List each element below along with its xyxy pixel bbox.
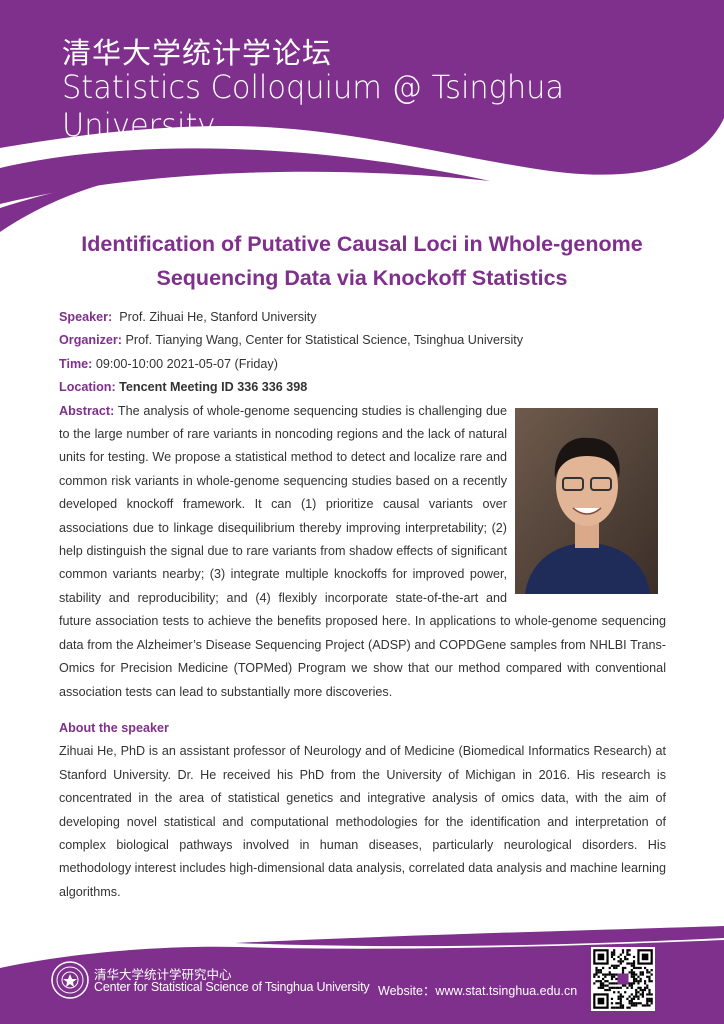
footer-band xyxy=(235,926,724,947)
talk-title-line1: Identification of Putative Causal Loci i… xyxy=(81,232,643,256)
speaker-photo xyxy=(515,407,658,594)
tsinghua-seal-logo xyxy=(51,961,89,999)
footer-center-cn: 清华大学统计学研究中心 xyxy=(94,967,232,982)
location-row: Location: Tencent Meeting ID 336 336 398 xyxy=(59,376,666,399)
header-sliver xyxy=(0,177,130,232)
about-text: Zihuai He, PhD is an assistant professor… xyxy=(59,744,666,899)
header-band xyxy=(0,148,490,204)
footer-wave xyxy=(0,940,724,1024)
speaker-row: Speaker: Prof. Zihuai He, Stanford Unive… xyxy=(59,306,666,329)
talk-details: Speaker: Prof. Zihuai He, Stanford Unive… xyxy=(59,306,666,904)
location-value: Tencent Meeting ID 336 336 398 xyxy=(119,380,308,395)
organizer-label: Organizer: xyxy=(59,333,122,348)
abstract: Abstract: The analysis of whole-genome s… xyxy=(59,400,666,704)
header-title-en: Statistics Colloquium @ Tsinghua Univers… xyxy=(62,68,565,144)
time-label: Time: xyxy=(59,356,93,371)
qr-code xyxy=(591,947,655,1011)
speaker-value: Prof. Zihuai He, Stanford University xyxy=(119,310,317,324)
abstract-label: Abstract: xyxy=(59,403,115,418)
organizer-row: Organizer: Prof. Tianying Wang, Center f… xyxy=(59,329,666,352)
abstract-text: The analysis of whole-genome sequencing … xyxy=(59,403,666,699)
header-title-cn: 清华大学统计学论坛 xyxy=(62,36,333,70)
time-row: Time: 09:00-10:00 2021-05-07 (Friday) xyxy=(59,353,666,376)
about-heading: About the speaker xyxy=(59,720,169,735)
footer-center-en: Center for Statistical Science of Tsingh… xyxy=(94,980,370,994)
header-wave xyxy=(0,0,724,175)
talk-title: Identification of Putative Causal Loci i… xyxy=(40,227,684,295)
talk-title-line2: Sequencing Data via Knockoff Statistics xyxy=(156,266,568,290)
footer-website[interactable]: Website：www.stat.tsinghua.edu.cn xyxy=(378,984,578,998)
location-label: Location: xyxy=(59,380,116,395)
organizer-value: Prof. Tianying Wang, Center for Statisti… xyxy=(125,333,524,348)
speaker-label: Speaker: xyxy=(59,310,113,324)
time-value: 09:00-10:00 2021-05-07 (Friday) xyxy=(95,356,278,371)
